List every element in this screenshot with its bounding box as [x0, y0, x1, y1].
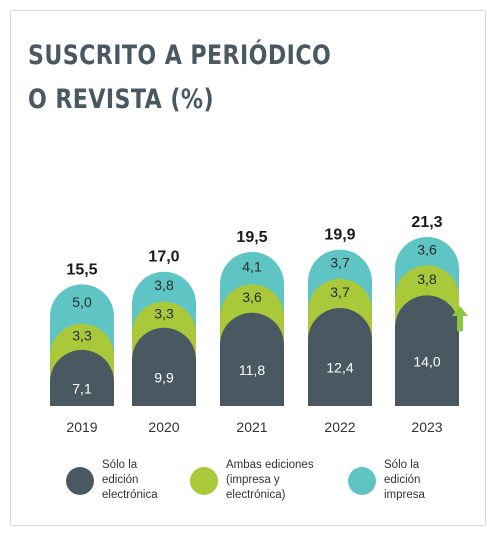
legend-item-both: Ambas ediciones (impresa y electrónica)	[190, 458, 314, 503]
x-tick-label-2019: 2019	[66, 419, 97, 435]
value-label-both-2020: 3,3	[154, 305, 174, 321]
total-label-2021: 19,5	[236, 229, 267, 246]
legend-label-both: Ambas ediciones (impresa y electrónica)	[226, 459, 314, 501]
total-label-2019: 15,5	[66, 261, 97, 278]
value-label-print-2020: 3,8	[154, 277, 174, 293]
chart-title-line-1: SUSCRITO A PERIÓDICO	[28, 40, 332, 71]
value-label-both-2023: 3,8	[417, 271, 437, 287]
bar-electronic-2022	[308, 308, 372, 406]
value-label-both-2021: 3,6	[242, 289, 262, 305]
value-label-print-2022: 3,7	[330, 255, 350, 271]
value-label-both-2022: 3,7	[330, 284, 350, 300]
up-arrow-icon	[452, 306, 468, 331]
bar-electronic-2019	[50, 349, 114, 406]
value-label-electronic-2022: 12,4	[326, 360, 353, 376]
chart-frame	[10, 10, 486, 526]
bar-electronic-2023	[395, 295, 459, 406]
value-label-print-2019: 5,0	[72, 294, 92, 310]
total-label-2022: 19,9	[324, 227, 355, 244]
value-label-electronic-2021: 11,8	[239, 362, 265, 378]
value-label-electronic-2023: 14,0	[413, 353, 440, 369]
value-label-electronic-2020: 9,9	[154, 369, 174, 385]
bar-electronic-2021	[220, 312, 284, 406]
x-tick-label-2023: 2023	[411, 419, 442, 435]
x-tick-label-2022: 2022	[324, 419, 355, 435]
stacked-bar-chart: 7,1 3,3 5,0 15,5 2019 9,9 3,3 3,8 17,0 2020 11,8 3,…	[50, 214, 468, 435]
x-tick-label-2020: 2020	[148, 419, 179, 435]
total-label-2023: 21,3	[411, 214, 442, 231]
value-label-print-2021: 4,1	[242, 259, 262, 275]
value-label-electronic-2019: 7,1	[72, 381, 92, 397]
legend-label-print: Sólo la edición impresa	[384, 459, 425, 501]
legend-swatch-print	[348, 466, 376, 495]
value-label-print-2023: 3,6	[417, 242, 437, 258]
chart-title: SUSCRITO A PERIÓDICO O REVISTA (%)	[28, 34, 331, 122]
legend-item-print: Sólo la edición impresa	[348, 458, 425, 503]
legend-item-electronic: Sólo la edición electrónica	[66, 458, 158, 503]
legend-swatch-both	[190, 466, 218, 495]
legend-label-electronic: Sólo la edición electrónica	[102, 459, 158, 501]
value-label-both-2019: 3,3	[72, 328, 92, 344]
bar-electronic-2020	[132, 327, 196, 406]
x-tick-label-2021: 2021	[236, 419, 267, 435]
legend-swatch-electronic	[66, 466, 94, 495]
chart-title-line-2: O REVISTA (%)	[28, 84, 214, 115]
total-label-2020: 17,0	[148, 249, 179, 266]
